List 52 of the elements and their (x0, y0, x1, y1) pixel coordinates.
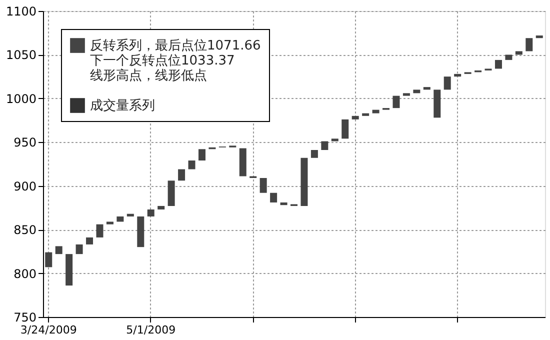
bar (321, 141, 328, 150)
bar (310, 150, 318, 158)
bar (300, 158, 308, 206)
bar (147, 209, 154, 216)
bar (116, 216, 124, 222)
bar (494, 60, 502, 69)
y-tick-label: 750 (14, 310, 36, 324)
bar (280, 202, 288, 206)
y-tick-label: 900 (14, 179, 36, 194)
bar (168, 180, 175, 206)
bar (536, 35, 543, 38)
bar (96, 224, 104, 238)
x-tick-label: 3/24/2009 (20, 324, 77, 336)
bar (342, 119, 349, 139)
bar (526, 38, 533, 52)
bar (444, 76, 451, 90)
bar (413, 90, 420, 94)
x-tick-label: 5/1/2009 (126, 324, 176, 336)
bar (434, 90, 441, 118)
y-tick-label: 1050 (6, 48, 36, 62)
bar (55, 246, 62, 254)
bar (423, 87, 430, 90)
bar (505, 54, 512, 60)
bar (188, 160, 196, 170)
bar (137, 216, 144, 248)
bar (260, 178, 267, 193)
bar (86, 237, 94, 244)
bar (126, 214, 134, 216)
bar (178, 169, 186, 181)
bar (402, 93, 410, 96)
bar (352, 116, 359, 120)
bar (239, 148, 246, 176)
bar (392, 96, 400, 108)
bar (66, 254, 73, 286)
bar (198, 149, 206, 161)
bar (362, 113, 370, 116)
y-tick-label: 800 (14, 266, 36, 281)
bar (372, 110, 380, 114)
bar (515, 51, 522, 55)
bar (45, 252, 52, 268)
y-tick-label: 1000 (6, 92, 36, 106)
bar (331, 138, 338, 142)
y-tick-label: 1100 (6, 4, 36, 18)
bar (158, 206, 165, 210)
bar (76, 244, 83, 254)
y-tick-label: 850 (14, 223, 36, 238)
bar (270, 192, 278, 202)
bar (454, 74, 462, 77)
bar (106, 222, 114, 224)
legend-label: 成交量系列 (90, 98, 155, 114)
y-tick-label: 950 (14, 136, 36, 150)
legend-label: 反转系列，最后点位1071.66 下一个反转点位1033.37 线形高点，线形低点 (90, 38, 261, 84)
